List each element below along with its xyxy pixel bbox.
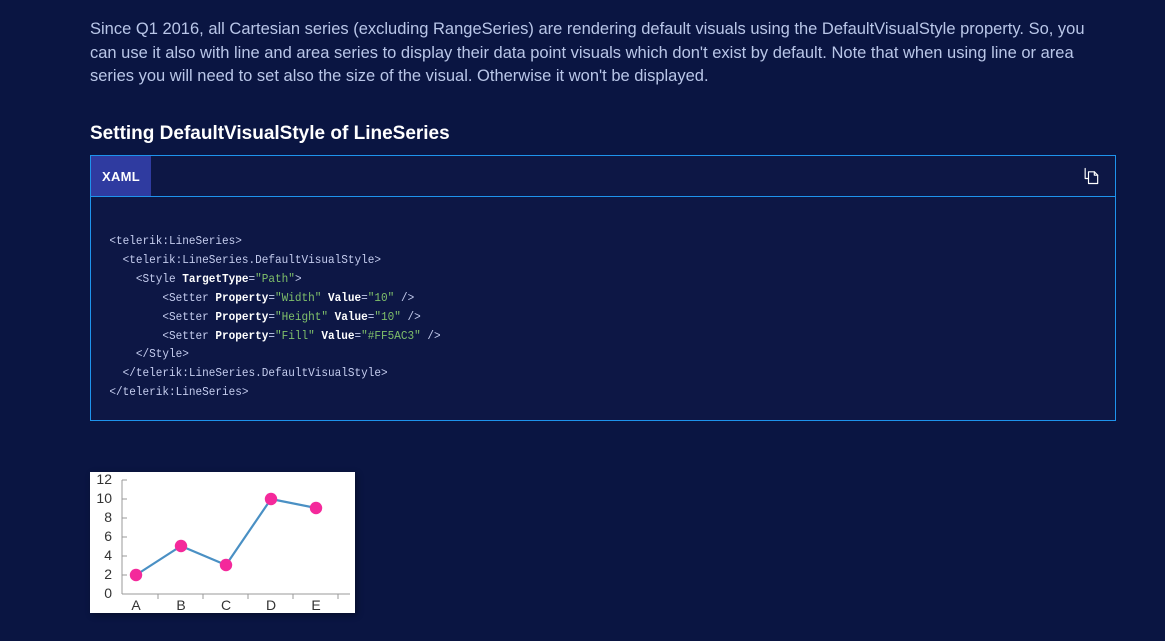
- svg-text:10: 10: [96, 490, 112, 506]
- svg-text:A: A: [131, 597, 141, 613]
- svg-text:C: C: [221, 597, 231, 613]
- svg-text:6: 6: [104, 528, 112, 544]
- svg-text:E: E: [311, 597, 320, 613]
- svg-text:2: 2: [104, 566, 112, 582]
- svg-text:12: 12: [96, 472, 112, 487]
- svg-text:4: 4: [104, 547, 112, 563]
- svg-text:8: 8: [104, 509, 112, 525]
- svg-text:D: D: [266, 597, 276, 613]
- svg-text:0: 0: [104, 585, 112, 601]
- svg-text:B: B: [176, 597, 185, 613]
